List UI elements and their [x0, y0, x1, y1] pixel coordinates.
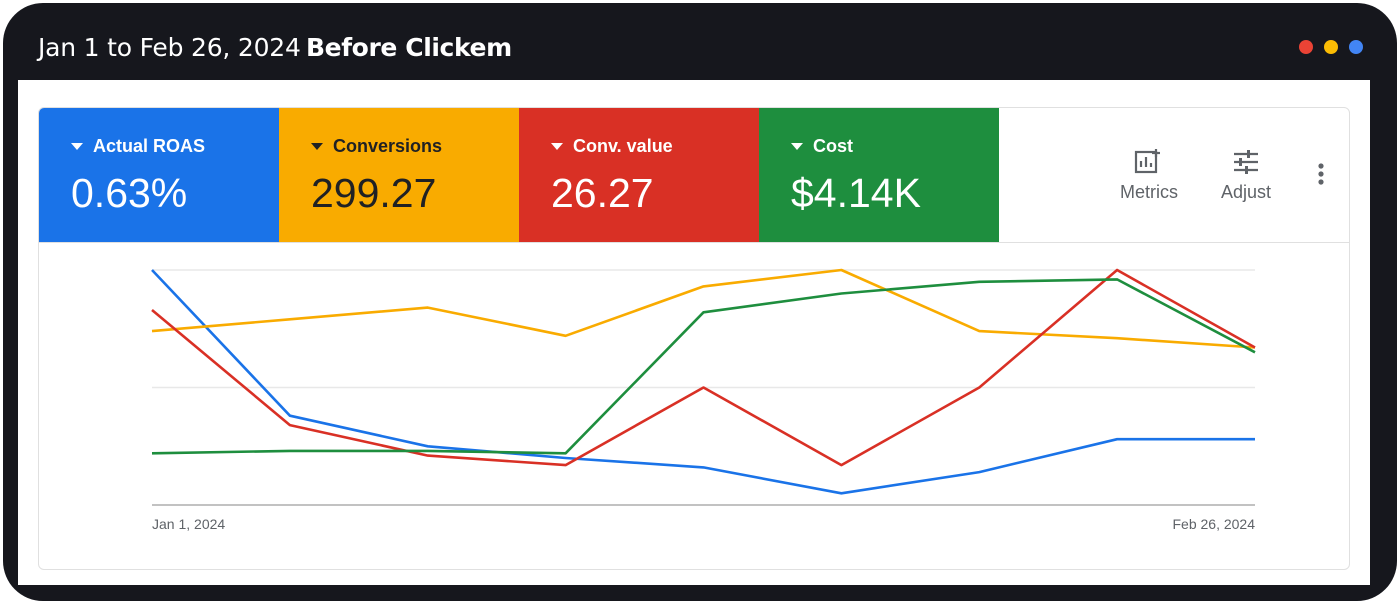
metric-label-row: Actual ROAS [71, 136, 205, 157]
date-range-title: Jan 1 to Feb 26, 2024 [38, 33, 301, 62]
metric-label: Cost [813, 136, 853, 156]
metric-value: 299.27 [311, 170, 437, 216]
app-window: Jan 1 to Feb 26, 2024 Before Clickem Act… [3, 3, 1397, 601]
dropdown-triangle-icon [71, 143, 83, 150]
dropdown-triangle-icon [311, 143, 323, 150]
x-tick-label-start: Jan 1, 2024 [152, 516, 225, 532]
dropdown-triangle-icon [791, 143, 803, 150]
add-chart-icon [1134, 149, 1160, 174]
more-options-button[interactable] [1317, 162, 1325, 191]
title-bar: Jan 1 to Feb 26, 2024 Before Clickem [3, 3, 1397, 80]
metrics-button[interactable]: Metrics [1104, 148, 1194, 203]
performance-card: Actual ROAS 0.63% Conversions 299.27 Con… [38, 107, 1350, 570]
tune-icon [1234, 150, 1258, 174]
series-line-2 [151, 268, 1256, 467]
metric-value: 26.27 [551, 170, 654, 216]
blue-dot-icon[interactable] [1349, 40, 1363, 54]
metric-tile-actual-roas[interactable]: Actual ROAS 0.63% [39, 108, 279, 242]
adjust-button[interactable]: Adjust [1201, 148, 1291, 203]
metric-value: 0.63% [71, 170, 188, 216]
yellow-dot-icon[interactable] [1324, 40, 1338, 54]
metric-tile-conv-value[interactable]: Conv. value 26.27 [519, 108, 759, 242]
metric-tile-cost[interactable]: Cost $4.14K [759, 108, 999, 242]
metric-label-row: Conversions [311, 136, 442, 157]
series-line-0 [151, 269, 1255, 495]
metric-label-row: Conv. value [551, 136, 673, 157]
metric-label: Conv. value [573, 136, 673, 156]
x-tick-label-end: Feb 26, 2024 [1172, 516, 1255, 532]
series-line-3 [151, 278, 1256, 455]
line-chart: Jan 1, 2024 Feb 26, 2024 [151, 268, 1256, 532]
chart-lines [151, 268, 1256, 495]
window-controls [1299, 40, 1363, 54]
metric-label: Conversions [333, 136, 443, 156]
metric-tile-conversions[interactable]: Conversions 299.27 [279, 108, 519, 242]
metric-label: Actual ROAS [93, 136, 206, 156]
campaign-title: Before Clickem [306, 33, 512, 62]
metric-value: $4.14K [791, 170, 921, 216]
dropdown-triangle-icon [551, 143, 563, 150]
series-line-1 [151, 268, 1256, 349]
more-vert-icon [1318, 163, 1324, 185]
divider [39, 242, 1349, 243]
adjust-label: Adjust [1220, 182, 1272, 202]
metrics-label: Metrics [1120, 182, 1178, 202]
metric-label-row: Cost [791, 136, 853, 157]
content-area: Actual ROAS 0.63% Conversions 299.27 Con… [18, 80, 1370, 585]
red-dot-icon[interactable] [1299, 40, 1313, 54]
